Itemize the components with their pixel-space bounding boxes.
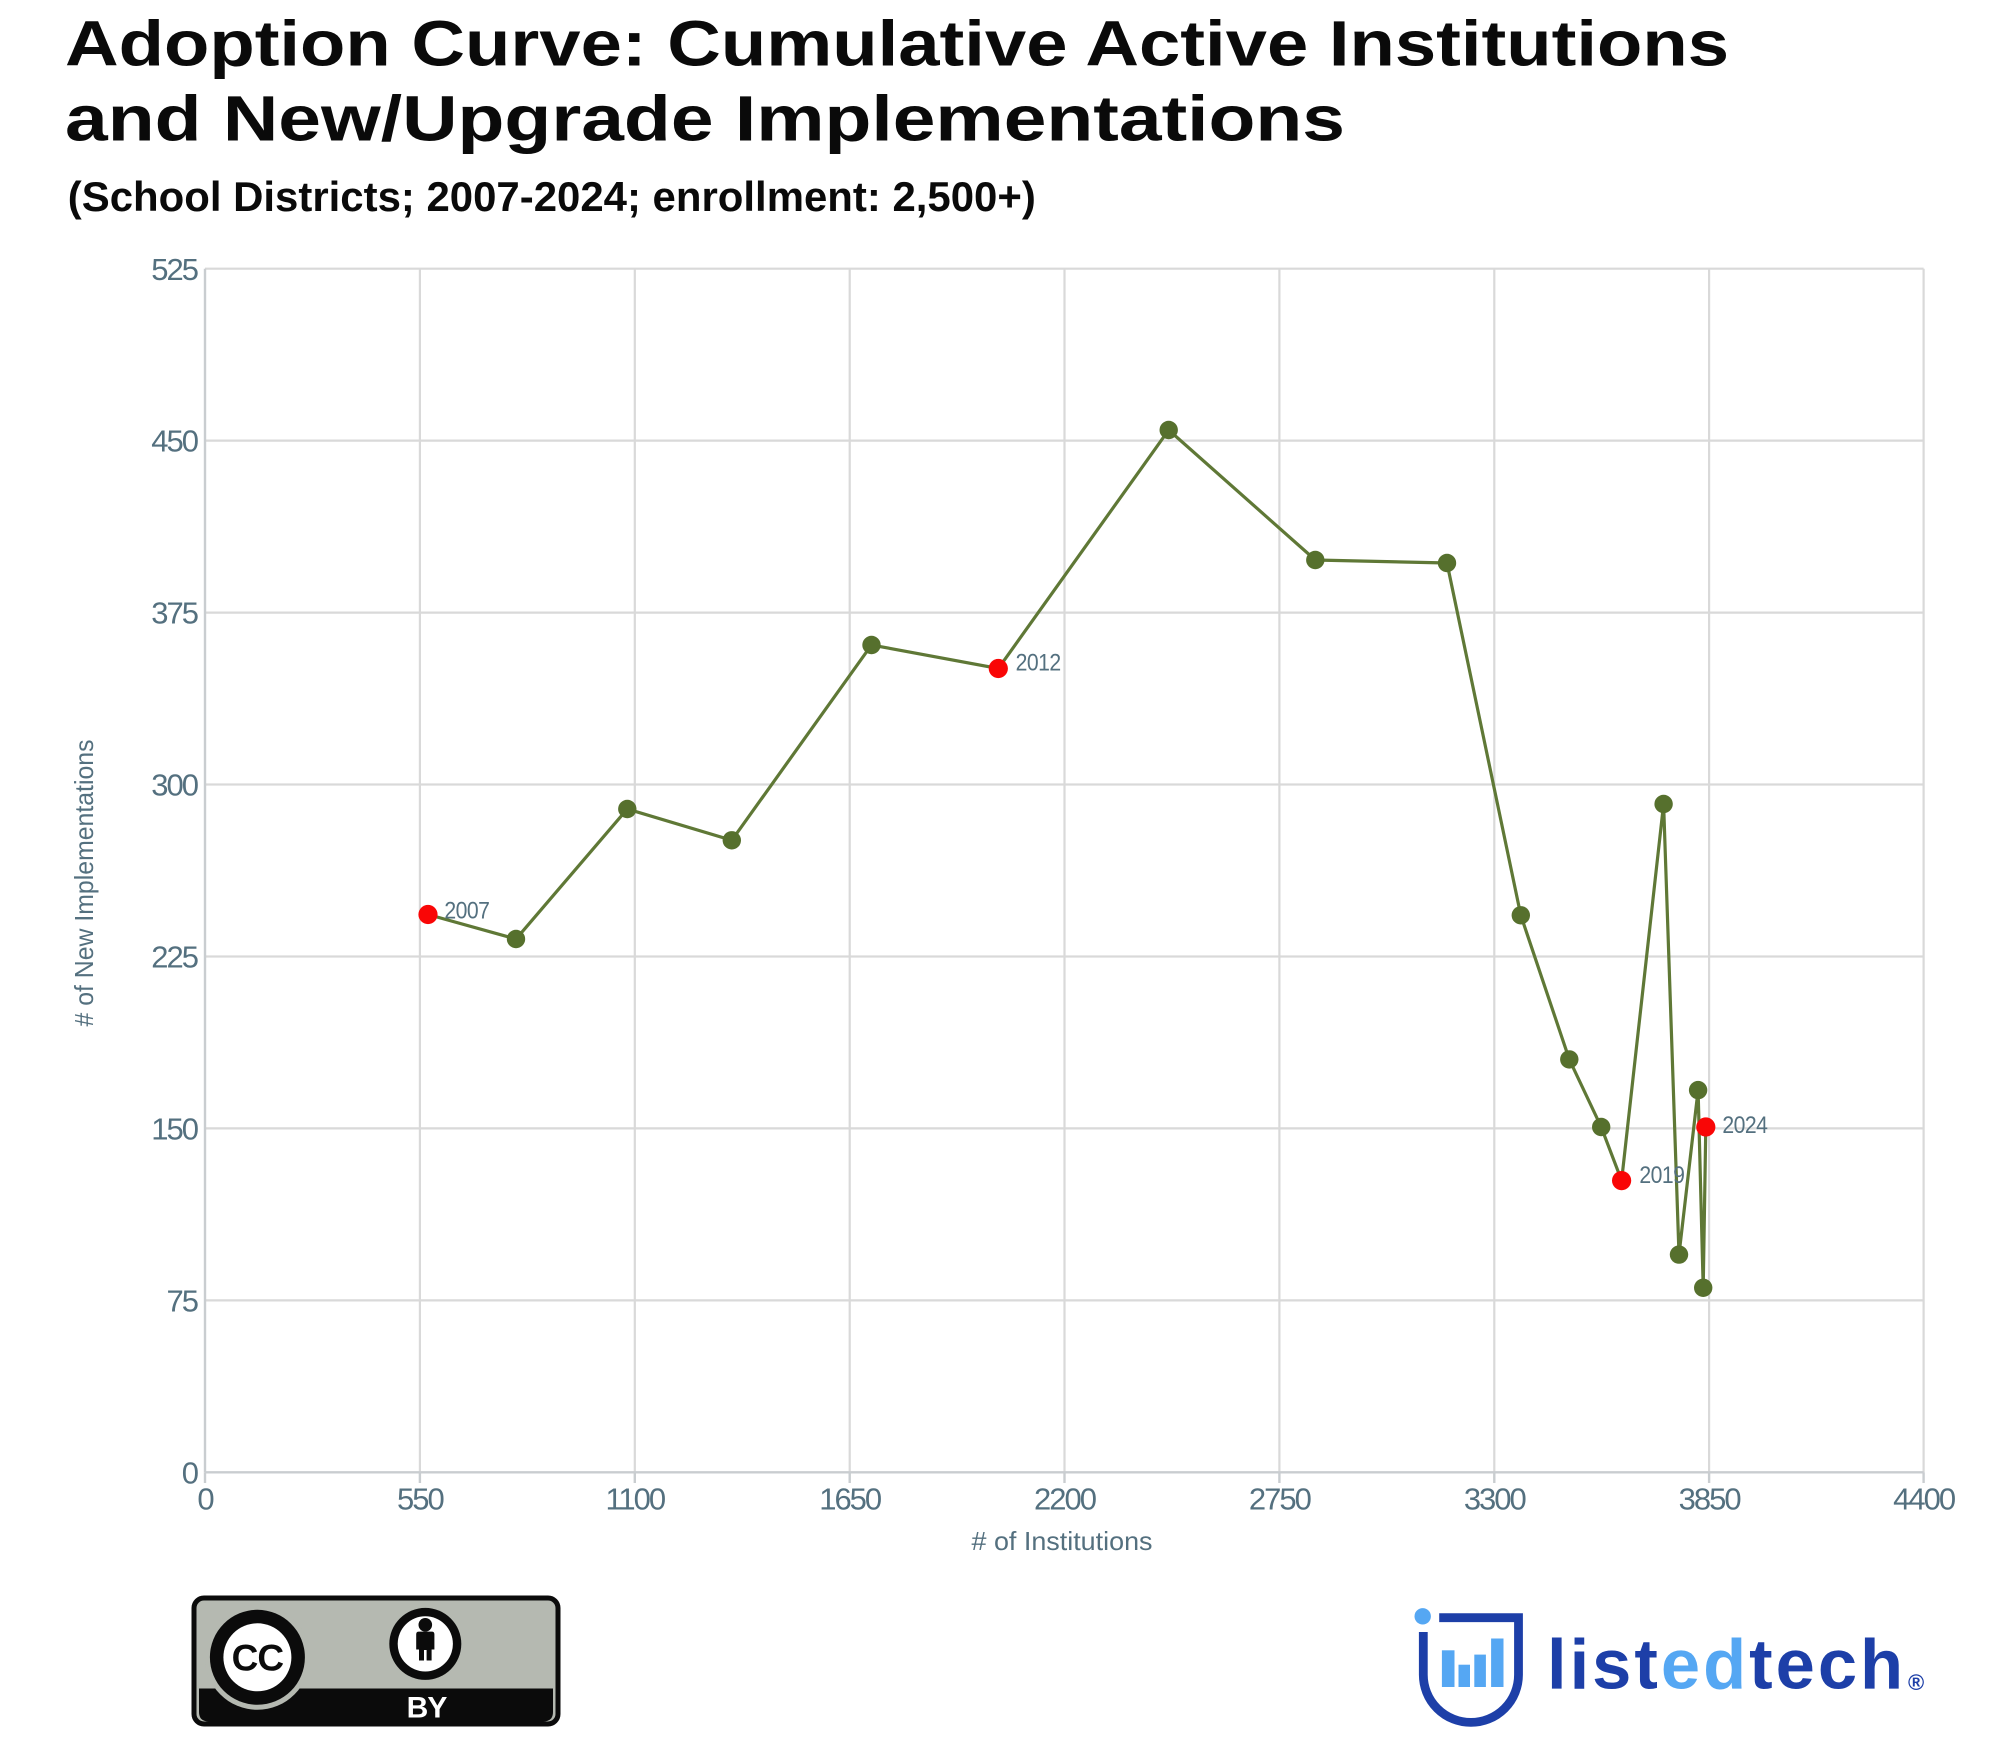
svg-text:2019: 2019 [1639, 1162, 1684, 1189]
svg-text:(School Districts; 2007-2024;: (School Districts; 2007-2024; enrollment… [68, 173, 1036, 220]
svg-text:BY: BY [407, 1692, 448, 1725]
svg-text:2750: 2750 [1249, 1482, 1312, 1517]
svg-text:225: 225 [151, 940, 197, 975]
svg-text:2012: 2012 [1016, 650, 1061, 677]
svg-text:1650: 1650 [819, 1482, 882, 1517]
svg-text:2007: 2007 [444, 898, 489, 925]
svg-text:2024: 2024 [1722, 1112, 1767, 1139]
svg-text:4400: 4400 [1893, 1482, 1956, 1517]
svg-text:550: 550 [397, 1482, 444, 1517]
svg-text:300: 300 [151, 768, 198, 803]
svg-text:# of New Implementations: # of New Implementations [69, 740, 99, 1027]
svg-text:150: 150 [151, 1112, 198, 1147]
svg-text:0: 0 [197, 1482, 214, 1517]
svg-text:75: 75 [167, 1284, 198, 1319]
svg-text:375: 375 [151, 596, 197, 631]
svg-text:and New/Upgrade Implementation: and New/Upgrade Implementations [65, 83, 1345, 155]
svg-text:3850: 3850 [1679, 1482, 1742, 1517]
svg-text:525: 525 [151, 252, 197, 287]
svg-text:®: ® [1908, 1670, 1924, 1695]
svg-text:CC: CC [232, 1638, 284, 1679]
svg-text:2200: 2200 [1034, 1482, 1097, 1517]
svg-text:listedtech: listedtech [1547, 1624, 1906, 1703]
svg-text:0: 0 [182, 1455, 199, 1490]
svg-text:Adoption Curve: Cumulative Act: Adoption Curve: Cumulative Active Instit… [65, 8, 1729, 80]
svg-text:# of Institutions: # of Institutions [972, 1526, 1153, 1556]
svg-text:450: 450 [151, 424, 198, 459]
svg-text:1100: 1100 [605, 1482, 665, 1517]
svg-text:3300: 3300 [1464, 1482, 1527, 1517]
